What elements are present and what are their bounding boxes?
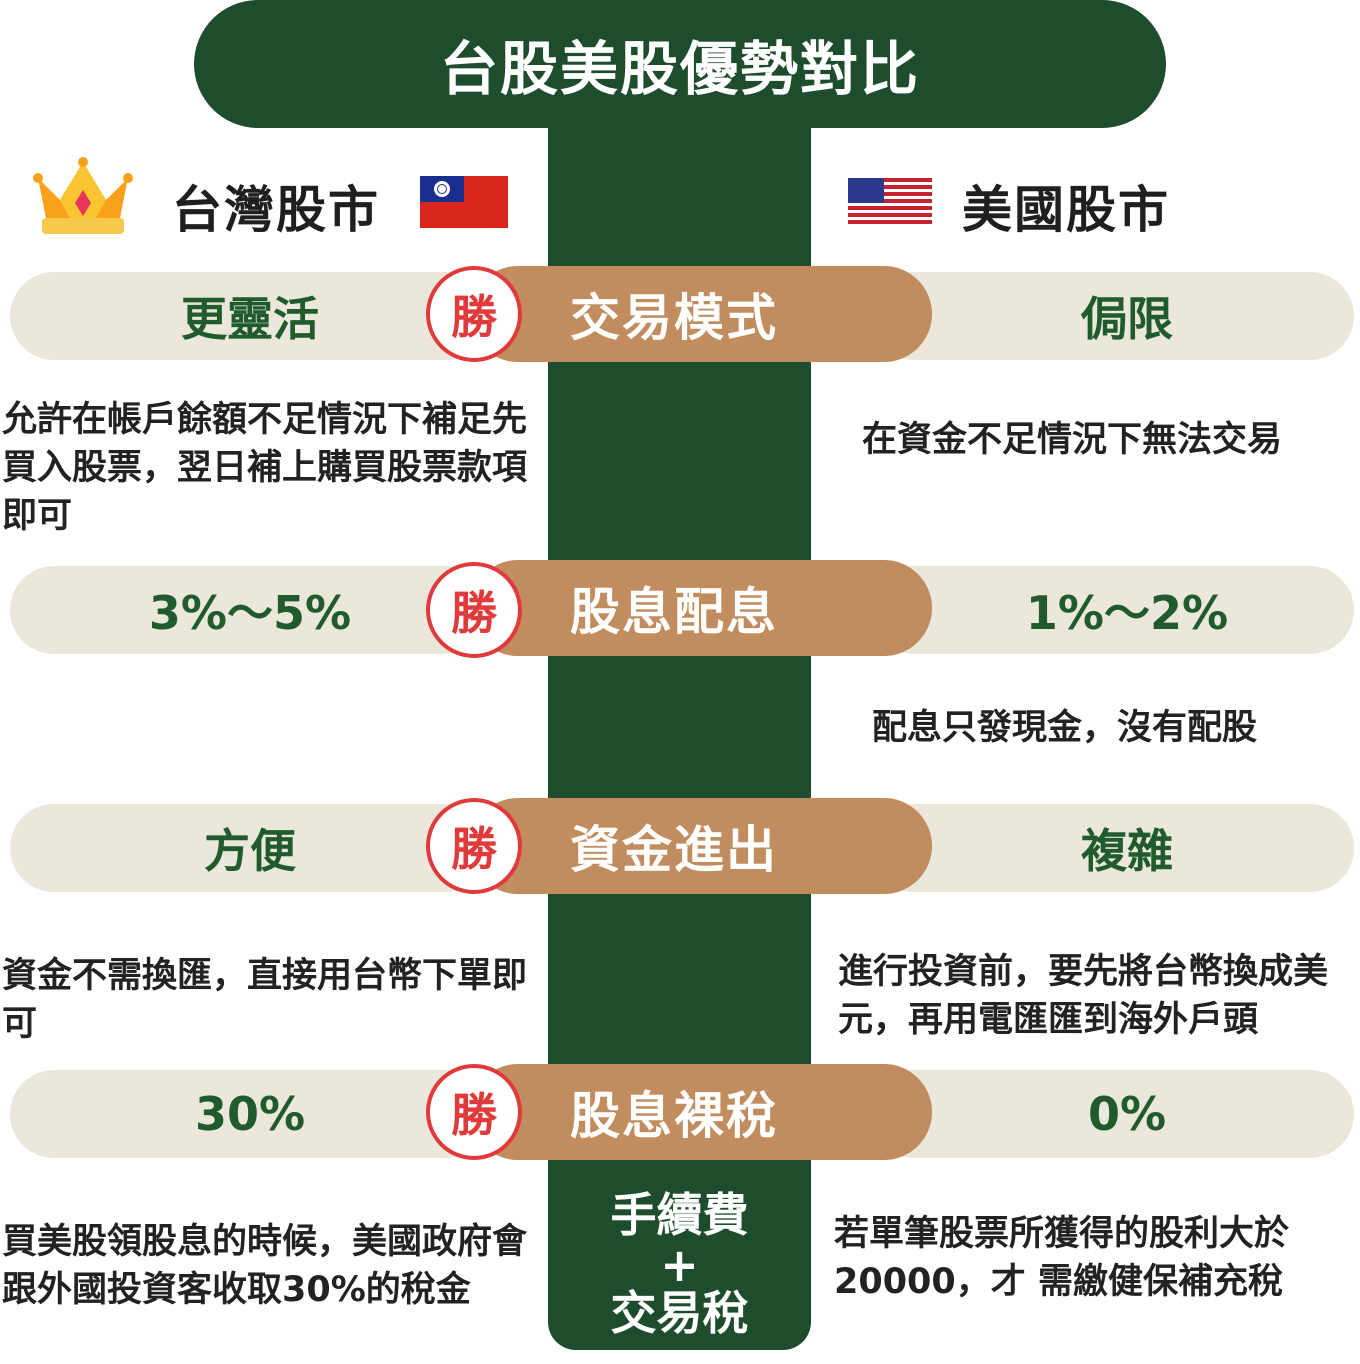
- us-dividend-desc: 配息只發現金，沒有配股: [872, 708, 1258, 748]
- win-badge: 勝: [426, 562, 522, 658]
- us-tax-desc: 若單筆股票所獲得的股利大於20000，才 需繳健保補充稅: [834, 1214, 1290, 1302]
- tw-trade-desc: 允許在帳戶餘額不足情況下補足先買入股票，翌日補上購買股票款項即可: [2, 400, 528, 536]
- tw-dividend-tax: 30%: [10, 1070, 490, 1158]
- fee-label: 手續費: [610, 1188, 749, 1242]
- tw-dividend: 3%～5%: [10, 566, 490, 654]
- tw-tax-desc: 買美股領股息的時候，美國政府會跟外國投資客收取30%的稅金: [2, 1222, 528, 1310]
- taiwan-flag-icon: [420, 176, 508, 228]
- win-badge: 勝: [426, 1064, 522, 1160]
- page-title: 台股美股優勢對比: [194, 0, 1166, 128]
- us-flag-icon: [848, 178, 932, 224]
- fee-plus: +: [660, 1238, 699, 1292]
- us-capital-desc: 進行投資前，要先將台幣換成美元，再用電匯匯到海外戶頭: [838, 952, 1329, 1040]
- win-badge: 勝: [426, 266, 522, 362]
- us-trade-desc: 在資金不足情況下無法交易: [862, 420, 1283, 460]
- tw-capital-flow: 方便: [10, 804, 490, 892]
- us-dividend: 1%～2%: [870, 566, 1354, 654]
- tw-capital-desc: 資金不需換匯，直接用台幣下單即可: [2, 956, 528, 1044]
- tw-trade-mode: 更靈活: [10, 272, 490, 360]
- category-dividend: 股息配息: [470, 560, 932, 656]
- us-dividend-tax: 0%: [870, 1070, 1354, 1158]
- category-trade-mode: 交易模式: [470, 266, 932, 362]
- header-taiwan: 台灣股市: [172, 181, 380, 239]
- us-trade-mode: 侷限: [870, 272, 1354, 360]
- crown-icon: [33, 157, 133, 234]
- category-dividend-tax: 股息裸稅: [470, 1064, 932, 1160]
- category-capital-flow: 資金進出: [470, 798, 932, 894]
- win-badge: 勝: [426, 798, 522, 894]
- tax-label: 交易稅: [610, 1286, 749, 1340]
- header-usa: 美國股市: [962, 181, 1170, 239]
- us-capital-flow: 複雜: [870, 804, 1354, 892]
